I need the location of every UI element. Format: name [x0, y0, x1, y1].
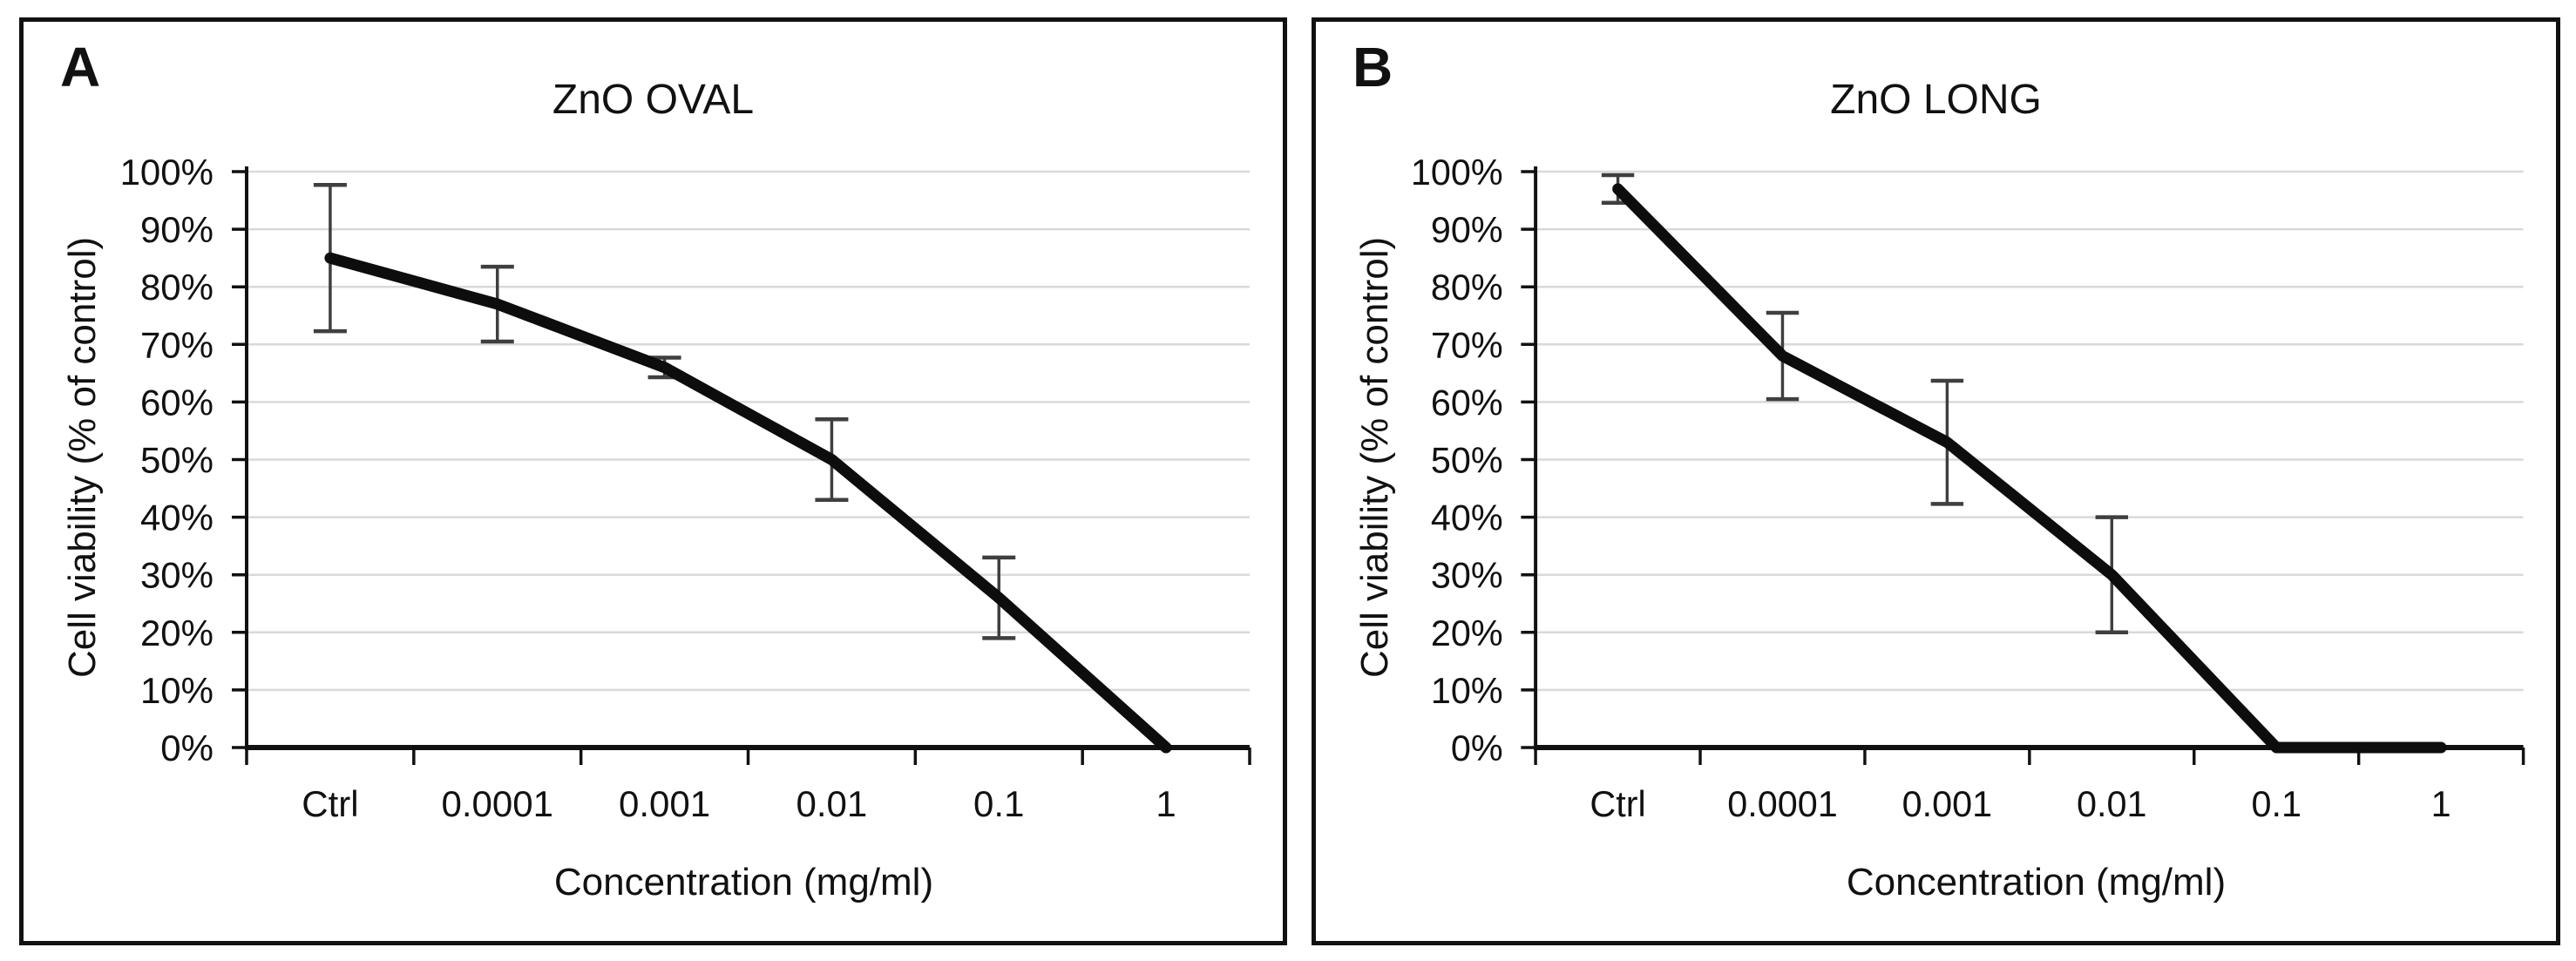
x-tick-label: 0.001 — [619, 783, 710, 824]
y-axis — [232, 166, 248, 750]
y-tick-label: 10% — [140, 670, 214, 711]
x-tick-label: 0.0001 — [442, 783, 553, 824]
y-tick-label: 0% — [1451, 728, 1503, 768]
data-line-cell-viability — [324, 252, 1172, 754]
y-tick-label: 50% — [1431, 439, 1503, 480]
x-tick-label: 1 — [1156, 783, 1176, 824]
y-tick-label: 90% — [140, 209, 214, 250]
y-tick-label: 100% — [120, 152, 214, 193]
panel-label-b: B — [1352, 36, 1393, 98]
y-tick-label: 20% — [140, 612, 214, 653]
y-tick-label: 20% — [1431, 612, 1503, 653]
y-tick-label: 90% — [1431, 209, 1503, 250]
panel-label-a: A — [60, 36, 101, 98]
x-tick-labels: Ctrl 0.0001 0.001 0.01 0.1 1 — [302, 783, 1176, 824]
y-tick-labels: 0% 10% 20% 30% 40% 50% 60% 70% 80% 90% 100% — [1411, 152, 1503, 768]
x-tick-label: Ctrl — [302, 783, 358, 824]
gridlines — [247, 170, 1250, 692]
y-axis-title: Cell viability (% of control) — [1353, 236, 1396, 679]
x-axis — [245, 745, 1251, 765]
chart-svg-zno-oval: Ctrl 0.0001 0.001 0.01 0.1 10%10%20%30%40%50%… — [120, 152, 1251, 824]
x-tick-label: 0.1 — [973, 783, 1024, 824]
y-tick-label: 40% — [140, 497, 214, 538]
x-tick-label: 0.0001 — [1727, 783, 1837, 824]
y-tick-label: 60% — [140, 382, 214, 423]
panel-b-inner: Ctrl 0.0001 0.001 0.01 0.1 1 0% 10% 20% 30% 40% 50%… — [1316, 22, 2556, 941]
x-tick-label: 0.01 — [2077, 783, 2146, 824]
y-tick-label: 40% — [1431, 497, 1503, 538]
y-axis — [1521, 166, 1538, 750]
chart-svg-zno-long: Ctrl 0.0001 0.001 0.01 0.1 10%10%20%30%40%50%… — [1411, 152, 2525, 824]
y-tick-label: 30% — [140, 555, 214, 596]
data-line-cell-viability — [1612, 183, 2447, 754]
y-tick-labels: 0% 10% 20% 30% 40% 50% 60% 70% 80% 90% 100% — [120, 152, 214, 768]
x-tick-label: 0.001 — [1902, 783, 1992, 824]
x-tick-labels: Ctrl 0.0001 0.001 0.01 0.1 1 — [1590, 783, 2451, 824]
x-tick-label: Ctrl — [1590, 783, 1645, 824]
chart-title-zno-long: ZnO LONG — [1830, 77, 2042, 123]
panel-a-inner: Ctrl 0.0001 0.001 0.01 0.1 1 0% 10% 20% 30% 40% 50%… — [24, 22, 1283, 941]
gridlines — [1535, 170, 2524, 692]
x-tick-label: 0.1 — [2251, 783, 2301, 824]
y-tick-label: 60% — [1431, 382, 1503, 423]
y-tick-label: 50% — [140, 440, 214, 481]
panel-b: Ctrl 0.0001 0.001 0.01 0.1 1 0% 10% 20% 30% 40% 50%… — [1312, 17, 2560, 945]
y-tick-label: 70% — [140, 324, 214, 365]
y-tick-label: 10% — [1431, 670, 1503, 711]
error-bars — [313, 182, 1016, 640]
chart-title-zno-oval: ZnO OVAL — [552, 77, 755, 123]
y-tick-label: 100% — [1411, 152, 1503, 193]
x-tick-label: 0.01 — [797, 783, 868, 824]
y-axis-title: Cell viability (% of control) — [61, 236, 104, 679]
x-axis-title: Concentration (mg/ml) — [553, 861, 934, 903]
y-tick-label: 80% — [1431, 267, 1503, 308]
y-tick-label: 80% — [140, 267, 214, 308]
panel-a: Ctrl 0.0001 0.001 0.01 0.1 1 0% 10% 20% 30% 40% 50%… — [19, 17, 1287, 945]
x-axis-title: Concentration (mg/ml) — [1846, 861, 2227, 903]
y-tick-label: 30% — [1431, 554, 1503, 595]
y-tick-label: 70% — [1431, 324, 1503, 365]
y-tick-label: 0% — [160, 728, 214, 768]
x-tick-label: 1 — [2431, 783, 2451, 824]
